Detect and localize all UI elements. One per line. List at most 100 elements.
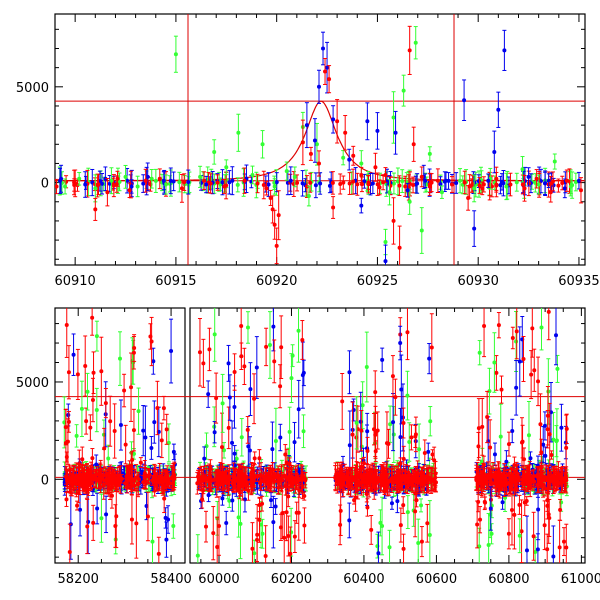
- red-season-point: [413, 424, 418, 448]
- red-season-point: [123, 478, 128, 489]
- red-season-point: [405, 308, 410, 361]
- red-season-point: [278, 364, 283, 409]
- red-season-point: [221, 472, 226, 485]
- red-baseline-point: [215, 174, 220, 191]
- green-data-point: [136, 387, 141, 435]
- red-season-point: [293, 473, 298, 485]
- blue-data-point: [546, 173, 551, 189]
- blue-season-point: [118, 399, 123, 451]
- red-data-point: [351, 145, 356, 166]
- red-data-point: [369, 514, 374, 545]
- red-season-point: [428, 466, 433, 494]
- red-season-point: [283, 444, 288, 465]
- red-data-point: [532, 348, 537, 392]
- red-season-point: [476, 431, 481, 461]
- red-data-point: [564, 169, 569, 192]
- red-baseline-point: [403, 175, 408, 197]
- blue-data-point: [161, 171, 166, 191]
- red-data-point: [506, 518, 511, 550]
- red-season-point: [162, 484, 167, 514]
- blue-data-point: [359, 197, 364, 214]
- green-season-point: [407, 422, 412, 462]
- blue-baseline-point: [100, 173, 105, 195]
- red-season-point: [496, 312, 501, 339]
- blue-data-point: [103, 166, 108, 192]
- red-data-point: [274, 227, 279, 265]
- red-data-point: [179, 173, 184, 203]
- red-season-point: [506, 431, 511, 457]
- red-season-point: [245, 416, 250, 444]
- blue-data-point: [271, 495, 276, 549]
- red-baseline-point: [341, 175, 346, 190]
- blue-data-point: [321, 31, 326, 66]
- red-season-point: [521, 336, 526, 382]
- red-season-point: [387, 467, 392, 496]
- red-season-point: [99, 336, 104, 406]
- red-baseline-point: [255, 173, 260, 194]
- green-baseline-point: [460, 175, 465, 195]
- blue-data-point: [365, 102, 370, 141]
- red-season-point: [263, 525, 268, 563]
- red-data-point: [242, 347, 247, 385]
- red-season-point: [280, 487, 285, 540]
- blue-baseline-point: [227, 170, 232, 195]
- red-season-point: [232, 469, 237, 489]
- red-season-point: [484, 475, 489, 490]
- red-data-point: [419, 166, 424, 188]
- red-data-point: [343, 115, 348, 151]
- blue-baseline-point: [438, 176, 443, 193]
- red-season-point: [122, 373, 127, 408]
- blue-data-point: [104, 495, 109, 534]
- red-data-point: [331, 196, 336, 219]
- blue-baseline-point: [220, 169, 225, 196]
- red-season-point: [475, 461, 480, 491]
- blue-baseline-point: [300, 170, 305, 197]
- red-baseline-point: [397, 175, 402, 196]
- red-season-point: [398, 507, 403, 543]
- x-tick-label: 60920: [256, 274, 297, 289]
- red-baseline-point: [366, 175, 371, 190]
- red-season-point: [207, 327, 212, 372]
- red-baseline-point: [330, 171, 335, 195]
- blue-data-point: [227, 374, 232, 421]
- green-data-point: [250, 165, 255, 185]
- red-baseline-point: [72, 169, 77, 196]
- green-data-point: [568, 178, 573, 195]
- red-season-point: [563, 469, 568, 482]
- red-data-point: [407, 25, 412, 75]
- blue-season-point: [169, 318, 174, 384]
- green-data-point: [245, 311, 250, 344]
- green-data-point: [77, 172, 82, 186]
- blue-data-point: [325, 41, 330, 94]
- red-season-point: [561, 527, 566, 557]
- red-season-point: [480, 398, 485, 456]
- red-baseline-point: [477, 177, 482, 194]
- red-season-point: [499, 375, 504, 404]
- green-data-point: [458, 168, 463, 194]
- green-data-point: [212, 139, 217, 165]
- red-season-point: [340, 468, 345, 487]
- red-data-point: [546, 308, 551, 341]
- green-season-point: [364, 331, 369, 403]
- green-season-point: [487, 367, 492, 415]
- red-season-point: [248, 466, 253, 488]
- green-data-point: [198, 165, 203, 188]
- red-data-point: [264, 327, 269, 367]
- red-data-point: [557, 519, 562, 563]
- red-season-point: [480, 466, 485, 484]
- x-tick-label: 60400: [343, 572, 384, 587]
- green-data-point: [118, 331, 122, 386]
- blue-data-point: [576, 171, 581, 190]
- x-tick-label: 61000: [561, 572, 600, 587]
- red-baseline-point: [462, 170, 467, 195]
- red-season-point: [288, 474, 293, 484]
- blue-season-point: [232, 385, 237, 429]
- red-season-point: [272, 472, 277, 483]
- blue-data-point: [462, 79, 467, 122]
- red-season-point: [502, 475, 507, 487]
- red-season-point: [84, 472, 89, 492]
- red-season-point: [539, 473, 544, 487]
- red-data-point: [115, 170, 120, 187]
- green-season-point: [74, 424, 79, 448]
